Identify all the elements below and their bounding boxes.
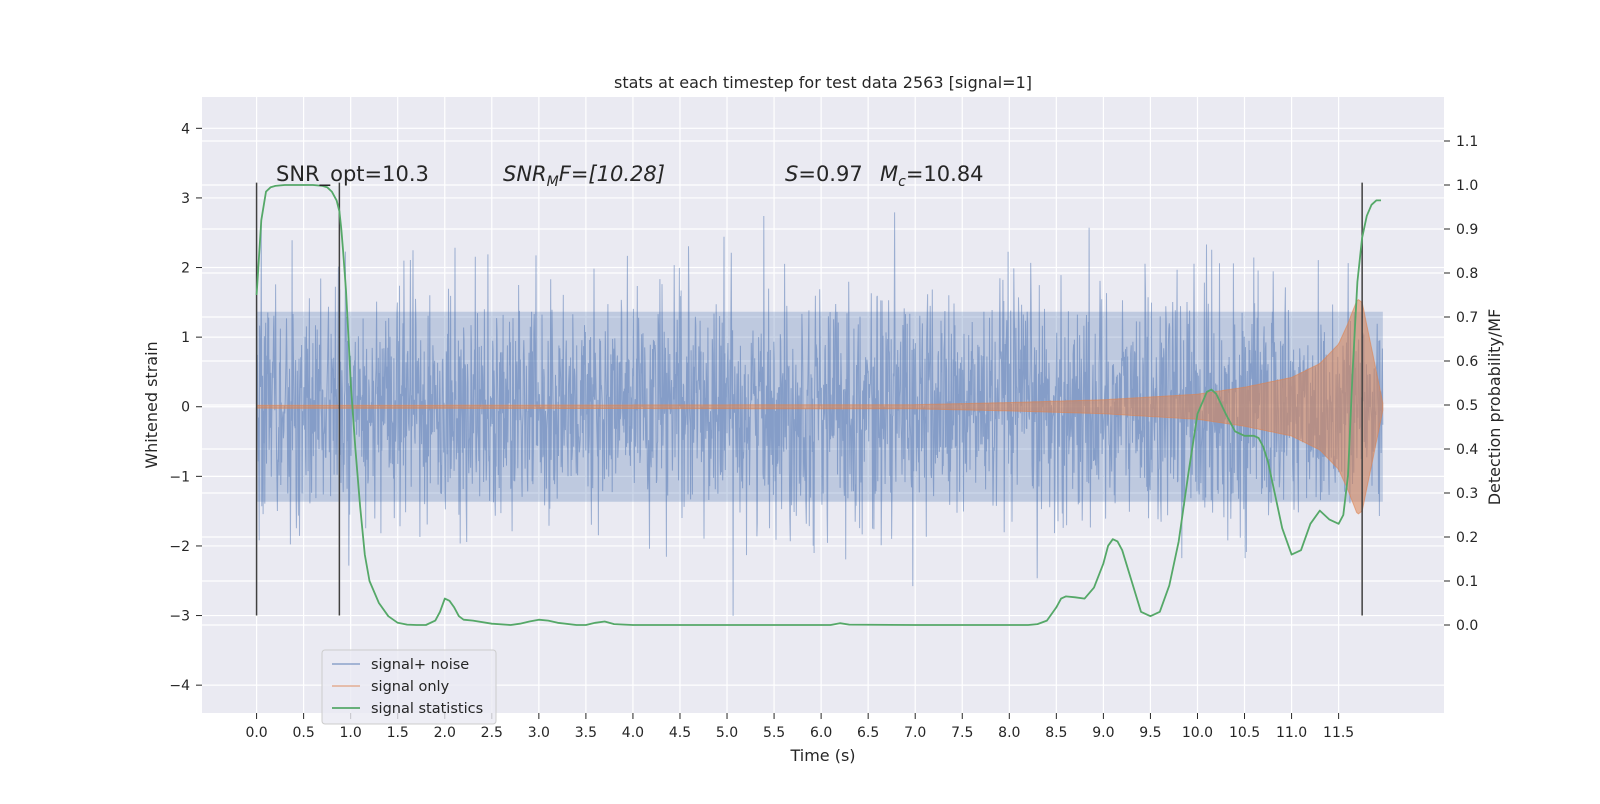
y2-tick-label: 0.9: [1456, 222, 1478, 238]
y2-tick-label: 0.8: [1456, 266, 1478, 282]
legend-label-signal-noise: signal+ noise: [371, 657, 469, 673]
series-signal-statistics: [255, 184, 1381, 626]
y2-tick-label: 1.1: [1456, 134, 1478, 150]
annotation-s-value: =0.97: [798, 162, 862, 186]
x-tick-label: 0.0: [245, 725, 267, 741]
annotation-mc-sub: c: [898, 174, 906, 190]
x-tick-label: 8.5: [1045, 725, 1067, 741]
annotation-snr-opt: SNR_opt=10.3: [276, 162, 429, 187]
series-signal-only: [256, 298, 1384, 515]
annotation-snr-mf-suffix: F=[10.28]: [559, 162, 665, 186]
y2-tick-label: 0.2: [1456, 530, 1478, 546]
legend-label-signal-only: signal only: [371, 679, 450, 695]
x-tick-label: 4.5: [669, 725, 691, 741]
x-axis-label: Time (s): [789, 746, 855, 765]
x-tick-label: 1.0: [340, 725, 362, 741]
y-tick-label: 3: [181, 191, 190, 207]
y2-tick-label: 1.0: [1456, 178, 1478, 194]
y-tick-label: 4: [181, 121, 190, 137]
x-tick-label: 5.5: [763, 725, 785, 741]
axes: 0.0 0.5 1.0 1.5 2.0 2.5 3.0 3.5 4.0 4.5 5.0 5.5 6.0 6…: [169, 121, 1478, 741]
x-tick-label: 0.5: [292, 725, 314, 741]
y-axis-label: Whitened strain: [142, 341, 161, 468]
y2-tick-label: 0.3: [1456, 486, 1478, 502]
y2-tick-label: 0.5: [1456, 398, 1478, 414]
annotation-s-symbol: S: [785, 162, 798, 186]
noise-trace: [256, 212, 1384, 616]
x-tick-label: 4.0: [622, 725, 644, 741]
x-tick-label: 11.0: [1276, 725, 1307, 741]
x-tick-label: 3.0: [528, 725, 550, 741]
x-tick-label: 6.5: [857, 725, 879, 741]
x-tick-label: 10.0: [1182, 725, 1213, 741]
x-tick-label: 6.0: [810, 725, 832, 741]
y2-tick-label: 0.4: [1456, 442, 1478, 458]
annotation-s: S=0.97: [785, 162, 863, 186]
x-tick-label: 8.0: [998, 725, 1020, 741]
y2-tick-label: 0.6: [1456, 354, 1478, 370]
x-tick-label: 2.0: [434, 725, 456, 741]
y-tick-label: 1: [181, 330, 190, 346]
y-tick-label: −4: [169, 678, 190, 694]
x-tick-label: 1.5: [387, 725, 409, 741]
annotations: SNR_opt=10.3 SNRMF=[10.28] S=0.97 Mc=10.…: [276, 162, 984, 190]
y2-axis-label: Detection probability/MF: [1485, 309, 1504, 506]
annotation-mc-value: =10.84: [906, 162, 984, 186]
annotation-mc: Mc=10.84: [880, 162, 984, 190]
x-tick-label: 10.5: [1229, 725, 1260, 741]
y-tick-label: −1: [169, 469, 190, 485]
x-tick-label: 3.5: [575, 725, 597, 741]
y2-tick-label: 0.7: [1456, 310, 1478, 326]
x-tick-label: 2.5: [481, 725, 503, 741]
x-tick-label: 9.0: [1092, 725, 1114, 741]
legend: signal+ noise signal only signal statist…: [321, 649, 497, 725]
y-tick-label: 0: [181, 400, 190, 416]
vertical-markers: [255, 182, 1363, 616]
x-tick-label: 5.0: [716, 725, 738, 741]
signal-statistics-line: [255, 184, 1381, 626]
signal-only-envelope: [256, 298, 1384, 515]
y2-tick-label: 0.0: [1456, 618, 1478, 634]
y-tick-label: −3: [169, 609, 190, 625]
y2-tick-label: 0.1: [1456, 574, 1478, 590]
chart-title: stats at each timestep for test data 256…: [614, 73, 1032, 92]
annotation-snr-mf-prefix: SNR: [503, 162, 547, 186]
x-tick-label: 9.5: [1139, 725, 1161, 741]
legend-box: [321, 649, 497, 725]
legend-label-signal-statistics: signal statistics: [371, 701, 483, 717]
y-tick-label: 2: [181, 261, 190, 277]
y-tick-label: −2: [169, 539, 190, 555]
x-tick-label: 7.0: [904, 725, 926, 741]
annotation-snr-mf-sub: M: [547, 174, 559, 190]
annotation-mc-symbol: M: [880, 162, 898, 186]
annotation-snr-mf: SNRMF=[10.28]: [503, 162, 665, 190]
x-tick-label: 7.5: [951, 725, 973, 741]
x-tick-label: 11.5: [1323, 725, 1354, 741]
